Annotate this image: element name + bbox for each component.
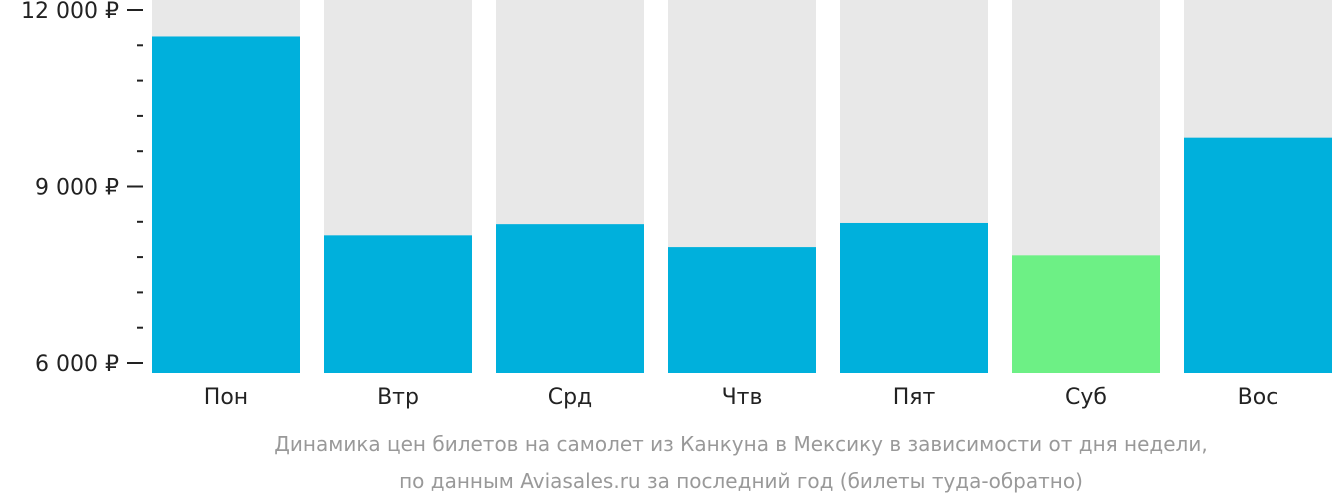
bar-4 [668, 247, 816, 373]
bar-3 [496, 224, 644, 373]
y-axis: 12 000 ₽ 9 000 ₽ 6 000 ₽ [21, 0, 143, 377]
y-tick-label: 6 000 ₽ [35, 352, 119, 377]
y-tick-label: 12 000 ₽ [21, 0, 119, 24]
x-tick-label: Срд [548, 385, 593, 410]
bar-1 [152, 36, 300, 373]
bar-6 [1012, 255, 1160, 373]
x-tick-label: Втр [377, 385, 419, 410]
bar-5 [840, 222, 988, 373]
bar-2 [324, 235, 472, 373]
x-tick-label: Суб [1065, 385, 1107, 410]
bar-7 [1184, 137, 1332, 373]
x-tick-label: Пон [204, 385, 248, 410]
chart-caption: Динамика цен билетов на самолет из Канку… [274, 432, 1207, 493]
x-axis-labels: Пон Втр Срд Чтв Пят Суб Вос [204, 385, 1279, 410]
x-tick-label: Чтв [722, 385, 763, 410]
bars [152, 36, 1332, 373]
x-tick-label: Пят [893, 385, 936, 410]
caption-line-2: по данным Aviasales.ru за последний год … [399, 469, 1083, 493]
caption-line-1: Динамика цен билетов на самолет из Канку… [274, 432, 1207, 456]
y-tick-label: 9 000 ₽ [35, 176, 119, 201]
x-tick-label: Вос [1238, 385, 1279, 410]
